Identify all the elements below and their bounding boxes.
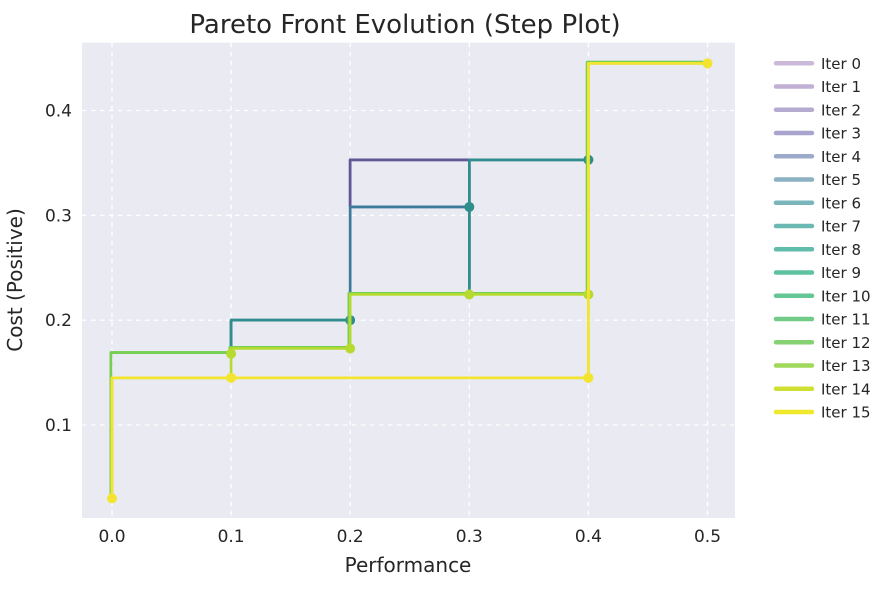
y-tick-label: 0.3 <box>45 206 72 226</box>
front-marker-iter-9 <box>464 201 475 212</box>
tick-layer: 0.0 0.1 0.2 0.3 0.4 0.5 0.1 0.2 0.3 0.4 <box>45 102 721 547</box>
legend-label-iter-7: Iter 7 <box>821 218 861 236</box>
y-tick-label: 0.1 <box>45 416 72 436</box>
legend-item-iter-13: Iter 13 <box>773 357 871 375</box>
legend-item-iter-8: Iter 8 <box>773 241 861 259</box>
front-marker-iter-13 <box>464 289 475 300</box>
x-tick-label: 0.2 <box>337 527 364 547</box>
x-tick-label: 0.1 <box>218 527 245 547</box>
legend-label-iter-2: Iter 2 <box>821 101 861 119</box>
series-layer <box>107 58 713 504</box>
legend-label-iter-10: Iter 10 <box>821 287 871 305</box>
legend-item-iter-0: Iter 0 <box>773 55 861 73</box>
legend-label-iter-1: Iter 1 <box>821 78 861 96</box>
legend-label-iter-12: Iter 12 <box>821 334 871 352</box>
legend-label-iter-0: Iter 0 <box>821 55 861 73</box>
chart-title: Pareto Front Evolution (Step Plot) <box>189 10 620 40</box>
front-line-iter-9 <box>229 318 351 354</box>
legend-item-iter-15: Iter 15 <box>773 404 871 422</box>
x-tick-label: 0.4 <box>575 527 602 547</box>
legend-item-iter-11: Iter 11 <box>773 311 871 329</box>
legend-label-iter-13: Iter 13 <box>821 357 871 375</box>
legend-item-iter-1: Iter 1 <box>773 78 861 96</box>
legend-item-iter-9: Iter 9 <box>773 264 861 282</box>
front-line-iter-3 <box>348 158 470 207</box>
front-marker-iter-15 <box>702 58 713 69</box>
front-marker-iter-13 <box>345 343 356 354</box>
x-tick-label: 0.3 <box>456 527 483 547</box>
legend: Iter 0 Iter 1 Iter 2 Iter 3 Iter 4 Iter 5 Iter… <box>773 55 871 422</box>
legend-item-iter-7: Iter 7 <box>773 218 861 236</box>
legend-label-iter-14: Iter 14 <box>821 380 871 398</box>
legend-label-iter-4: Iter 4 <box>821 148 861 166</box>
x-tick-label: 0.5 <box>694 527 721 547</box>
plot-area <box>82 42 735 518</box>
front-line-iter-15 <box>110 62 708 499</box>
front-line-iter-9 <box>467 158 589 295</box>
front-marker-iter-15 <box>226 372 237 383</box>
legend-item-iter-12: Iter 12 <box>773 334 871 352</box>
legend-item-iter-14: Iter 14 <box>773 380 871 398</box>
legend-label-iter-15: Iter 15 <box>821 404 871 422</box>
legend-label-iter-5: Iter 5 <box>821 171 861 189</box>
front-line-iter-5 <box>348 205 470 293</box>
y-axis-label: Cost (Positive) <box>3 208 27 352</box>
legend-item-iter-3: Iter 3 <box>773 125 861 143</box>
front-marker-iter-13 <box>226 348 237 359</box>
legend-label-iter-11: Iter 11 <box>821 311 871 329</box>
x-tick-label: 0.0 <box>98 527 125 547</box>
legend-label-iter-3: Iter 3 <box>821 125 861 143</box>
legend-label-iter-6: Iter 6 <box>821 194 861 212</box>
legend-label-iter-9: Iter 9 <box>821 264 861 282</box>
legend-item-iter-4: Iter 4 <box>773 148 861 166</box>
y-tick-label: 0.4 <box>45 102 72 122</box>
legend-item-iter-5: Iter 5 <box>773 171 861 189</box>
legend-item-iter-2: Iter 2 <box>773 101 861 119</box>
x-axis-label: Performance <box>345 553 472 577</box>
front-marker-iter-15 <box>107 493 117 504</box>
y-tick-label: 0.2 <box>45 311 72 331</box>
legend-label-iter-8: Iter 8 <box>821 241 861 259</box>
legend-item-iter-10: Iter 10 <box>773 287 871 305</box>
front-marker-iter-15 <box>583 372 594 383</box>
legend-item-iter-6: Iter 6 <box>773 194 861 212</box>
